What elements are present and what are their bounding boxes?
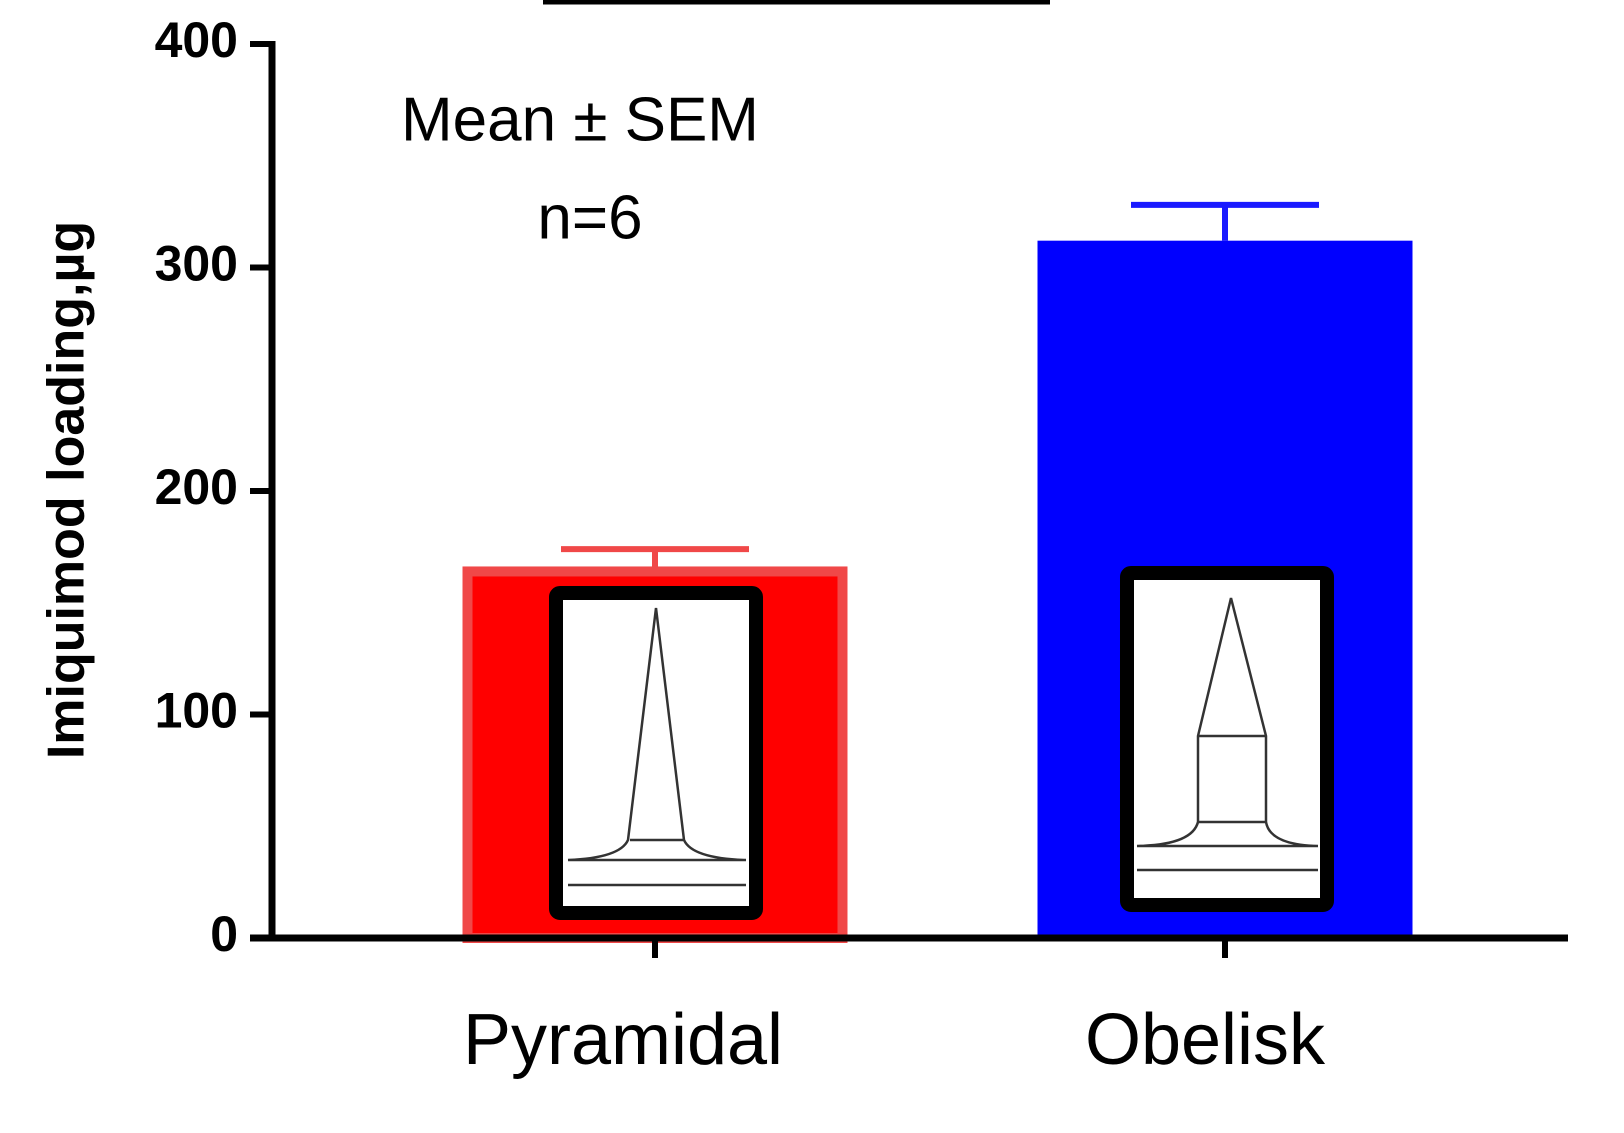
insets (556, 573, 1327, 913)
y-tick-label: 300 (155, 236, 238, 292)
x-tick-label: Pyramidal (463, 1000, 783, 1080)
y-axis-label: Imiquimod loading,µg (38, 221, 96, 759)
x-tick-label: Obelisk (1085, 1000, 1326, 1080)
chart: Imiquimod loading,µg Mean ± SEM n=6 0 100… (0, 0, 1624, 1133)
inset-frame (1127, 573, 1327, 905)
annotation: Mean ± SEM (401, 85, 759, 154)
plot-area: 0 100 200 300 400 Pyramidal Obelisk (155, 12, 1568, 1080)
inset-frame (556, 593, 756, 913)
annotation: n=6 (537, 183, 642, 252)
y-tick-label: 100 (155, 683, 238, 739)
y-tick-label: 0 (210, 906, 238, 962)
y-tick-label: 200 (155, 459, 238, 515)
y-tick-label: 400 (155, 12, 238, 68)
